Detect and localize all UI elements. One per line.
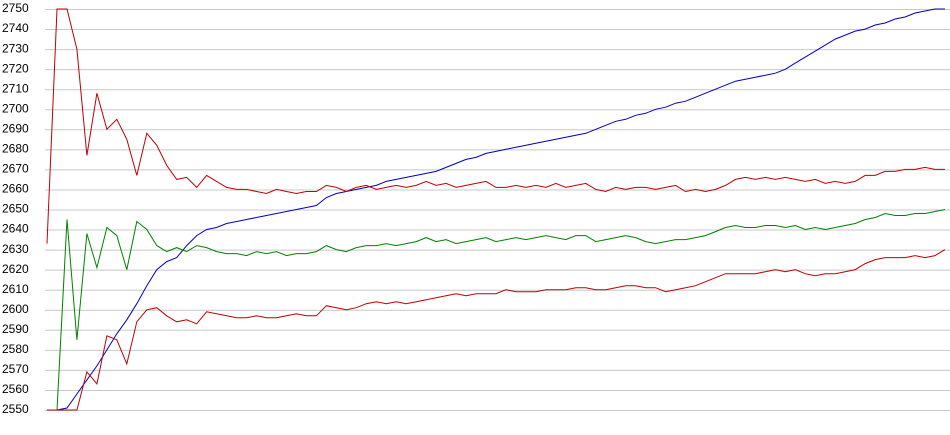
y-tick-label: 2710	[2, 81, 29, 95]
y-tick-label: 2730	[2, 41, 29, 55]
y-tick-label: 2590	[2, 322, 29, 336]
y-tick-label: 2560	[2, 382, 29, 396]
y-tick-label: 2630	[2, 242, 29, 256]
y-tick-label: 2680	[2, 142, 29, 156]
series-line	[47, 209, 946, 411]
y-tick-label: 2570	[2, 362, 29, 376]
y-tick-label: 2610	[2, 282, 29, 296]
y-tick-label: 2650	[2, 202, 29, 216]
y-tick-label: 2700	[2, 101, 29, 115]
y-tick-label: 2620	[2, 262, 29, 276]
series-line	[46, 8, 945, 244]
y-tick-label: 2670	[2, 162, 29, 176]
y-tick-label: 2750	[2, 1, 29, 15]
y-tick-label: 2600	[2, 302, 29, 316]
y-tick-label: 2660	[2, 182, 29, 196]
series-line	[47, 8, 945, 411]
y-tick-label: 2550	[2, 402, 29, 416]
y-tick-label: 2720	[2, 61, 29, 75]
y-tick-label: 2740	[2, 21, 29, 35]
series-line	[47, 249, 946, 411]
y-tick-label: 2640	[2, 222, 29, 236]
y-tick-label: 2580	[2, 342, 29, 356]
y-tick-label: 2690	[2, 121, 29, 135]
